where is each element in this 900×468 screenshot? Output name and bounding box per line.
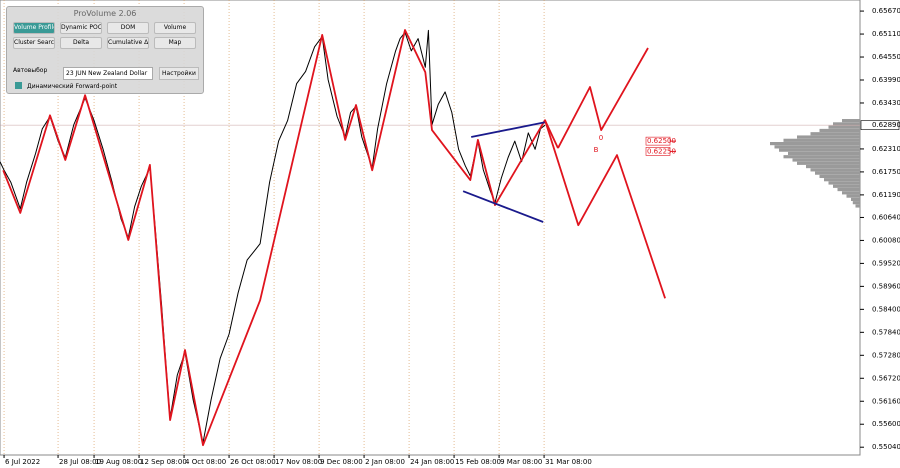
x-tick-label: 4 Oct 08:00 (185, 458, 226, 466)
y-tick-label: 0.58400 (872, 305, 900, 313)
y-tick-label: 0.63990 (872, 76, 900, 84)
volume-bar (819, 128, 860, 133)
y-tick-label: 0.60080 (872, 236, 900, 244)
y-tick-label: 0.56160 (872, 397, 900, 405)
volume-bar (852, 201, 860, 205)
forward-checkbox[interactable] (15, 82, 22, 89)
provolume-panel: ProVolume 2.06 Volume Profile Dynamic POC… (6, 6, 204, 94)
x-tick-label: 6 Jul 2022 (5, 458, 40, 466)
auto-checkbox[interactable]: Автовыбор (13, 67, 48, 74)
y-tick-label: 0.57840 (872, 328, 900, 336)
volume-bar (824, 178, 860, 182)
y-tick-label: 0.56720 (872, 374, 900, 382)
y-tick-label: 0.59520 (872, 259, 900, 267)
volume-bar (842, 119, 860, 123)
volume-bar (797, 161, 860, 165)
y-tick-label: 0.65110 (872, 30, 900, 38)
x-tick-label: 17 Nov 08:00 (275, 458, 322, 466)
x-tick-label: 2 Jan 08:00 (365, 458, 405, 466)
panel-button[interactable]: Cumulative Δ (107, 37, 149, 49)
y-tick-label: 0.55600 (872, 420, 900, 428)
wave-label: 0 (599, 134, 603, 142)
volume-bar (810, 132, 860, 136)
wave-line (462, 190, 544, 223)
y-tick-label: 0.58960 (872, 282, 900, 290)
panel-button[interactable]: Delta (60, 37, 102, 49)
volume-bar (855, 204, 860, 208)
y-tick-label: 0.64550 (872, 53, 900, 61)
volume-bar (770, 141, 860, 146)
volume-bar (819, 174, 860, 179)
volume-bar (783, 155, 860, 159)
y-tick-label: 0.65670 (872, 7, 900, 15)
y-tick-label: 0.61190 (872, 191, 900, 199)
y-tick-label: 0.57280 (872, 351, 900, 359)
x-tick-label: 15 Feb 08:00 (455, 458, 501, 466)
volume-bar (810, 168, 860, 172)
volume-bar (833, 122, 860, 126)
volume-bar (779, 148, 860, 152)
x-tick-label: 31 Mar 08:00 (545, 458, 592, 466)
y-tick-label: 0.63430 (872, 99, 900, 107)
y-tick-label: 0.60640 (872, 213, 900, 221)
panel-button[interactable]: Volume (154, 22, 196, 34)
level-box (645, 147, 671, 156)
volume-bar (806, 164, 860, 169)
forward-label: Динамический Forward-point (27, 83, 118, 90)
current-price-box (860, 120, 900, 130)
button-grid: Volume Profile Dynamic POC DOM Volume Cluste… (13, 22, 203, 49)
volume-bar (792, 158, 860, 162)
level-label: 0.62250 (647, 147, 676, 155)
volume-bar (828, 125, 860, 129)
volume-bar (815, 171, 860, 175)
current-price-label: 0.62890 (872, 121, 900, 129)
volume-bar (846, 194, 860, 198)
y-tick-label: 0.62310 (872, 145, 900, 153)
volume-bar (783, 138, 860, 142)
level-label: 0.62500 (647, 137, 676, 145)
x-tick-label: 9 Dec 08:00 (320, 458, 363, 466)
volume-bar (797, 135, 860, 139)
instrument-row: Автовыбор 23 JUN New Zealand Dollar Наст… (13, 65, 199, 80)
instrument-select[interactable]: 23 JUN New Zealand Dollar (63, 67, 153, 80)
wave-line (544, 119, 666, 299)
panel-button[interactable]: Map (154, 37, 196, 49)
wave-line (557, 47, 649, 149)
x-tick-label: 9 Mar 08:00 (500, 458, 542, 466)
x-tick-label: 12 Sep 08:00 (140, 458, 187, 466)
panel-button[interactable]: Cluster Search (13, 37, 55, 49)
volume-bar (851, 197, 860, 201)
wave-line (471, 121, 546, 138)
volume-bar (833, 184, 860, 188)
volume-bar (774, 145, 860, 149)
settings-button[interactable]: Настройки (159, 67, 199, 80)
volume-bar (788, 151, 860, 156)
price-line (0, 29, 546, 444)
x-tick-label: 24 Jan 08:00 (410, 458, 454, 466)
wave-line (2, 29, 559, 447)
panel-button[interactable]: DOM (107, 22, 149, 34)
x-tick-label: 26 Oct 08:00 (230, 458, 276, 466)
y-tick-label: 0.61750 (872, 168, 900, 176)
panel-button[interactable]: Dynamic POC (60, 22, 102, 34)
y-tick-label: 0.55040 (872, 443, 900, 451)
volume-bar (837, 187, 860, 192)
wave-label: B (594, 146, 599, 154)
level-box (645, 136, 671, 146)
x-tick-label: 19 Aug 08:00 (95, 458, 142, 466)
volume-bar (828, 181, 860, 185)
panel-button[interactable]: Volume Profile (13, 22, 55, 34)
volume-bar (842, 191, 860, 195)
x-tick-label: 28 Jul 08:00 (59, 458, 101, 466)
panel-title: ProVolume 2.06 (73, 9, 137, 18)
